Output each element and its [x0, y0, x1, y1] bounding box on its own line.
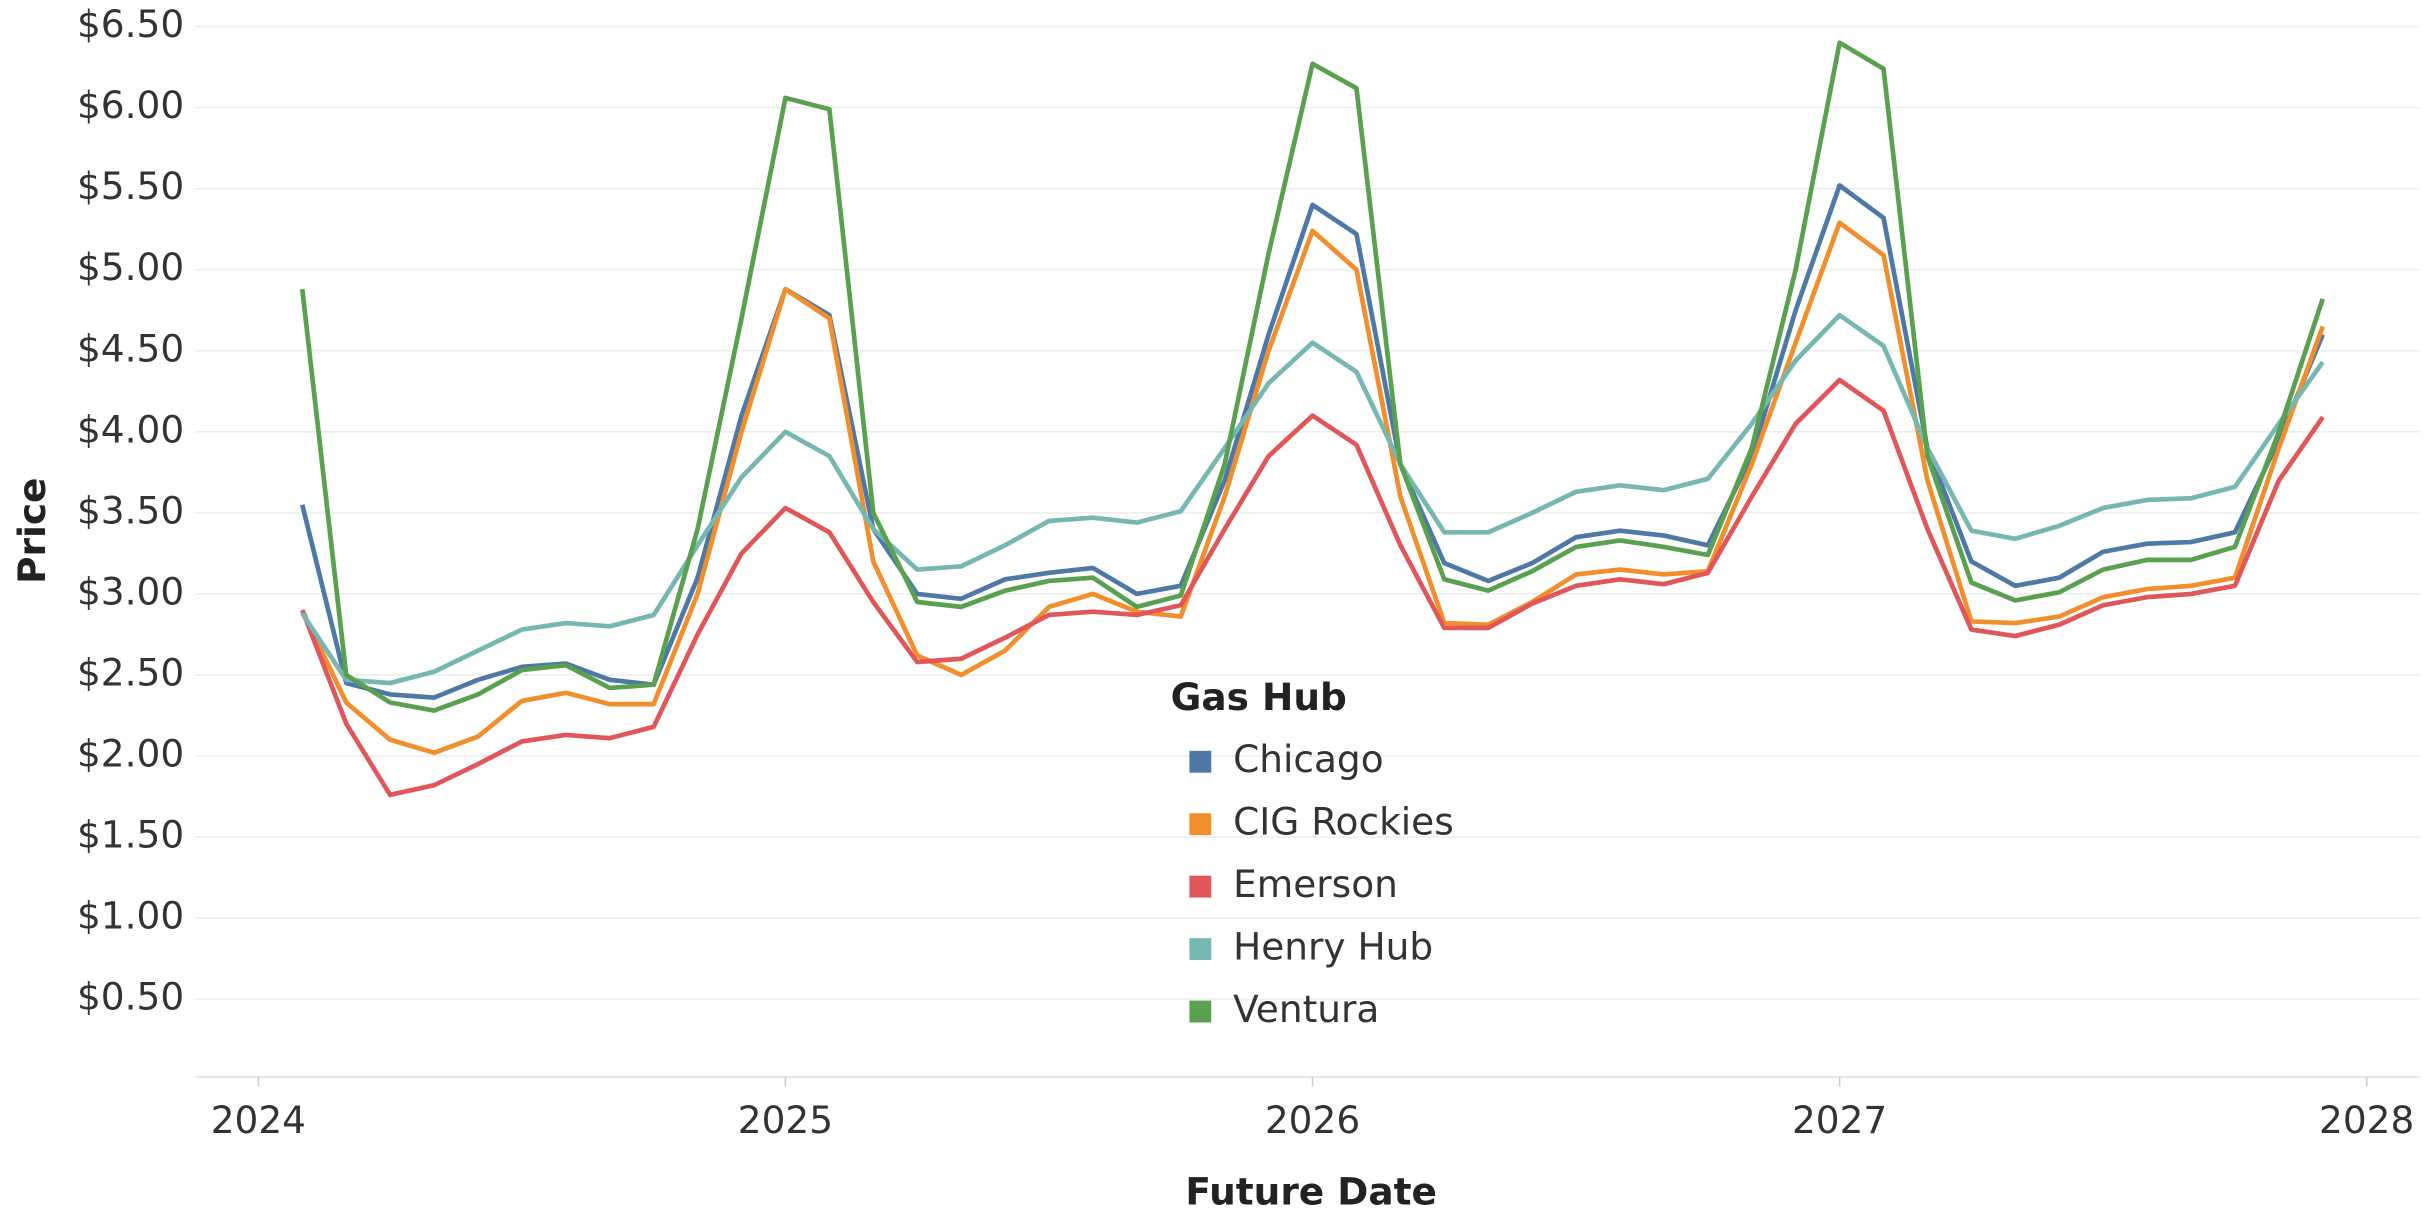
- legend-label: Henry Hub: [1233, 925, 1433, 969]
- y-tick-label: $3.00: [77, 569, 184, 613]
- y-tick-label: $5.00: [77, 245, 184, 289]
- legend-title: Gas Hub: [1171, 675, 1347, 719]
- legend-swatch: [1189, 813, 1212, 836]
- y-tick-label: $1.00: [77, 894, 184, 938]
- y-tick-label: $6.50: [77, 2, 184, 46]
- x-tick-label: 2027: [1792, 1098, 1887, 1142]
- y-tick-label: $6.00: [77, 83, 184, 127]
- y-tick-label: $1.50: [77, 813, 184, 857]
- y-tick-label: $0.50: [77, 975, 184, 1019]
- series-line: [300, 183, 2325, 700]
- x-tick-label: 2028: [2319, 1098, 2414, 1142]
- legend-swatch: [1189, 938, 1212, 960]
- y-tick-label: $5.50: [77, 164, 184, 208]
- y-tick-label: $4.00: [77, 407, 184, 451]
- legend-label: Chicago: [1233, 737, 1384, 781]
- legend-swatch: [1189, 750, 1212, 773]
- x-axis-title: Future Date: [1185, 1170, 1437, 1209]
- series-line: [300, 220, 2325, 756]
- y-tick-label: $2.50: [77, 650, 184, 694]
- series-line: [300, 312, 2325, 686]
- legend-label: CIG Rockies: [1233, 800, 1454, 844]
- y-tick-label: $3.50: [77, 488, 184, 532]
- x-tick-label: 2026: [1265, 1098, 1360, 1142]
- legend-label: Ventura: [1233, 987, 1379, 1031]
- series-line: [299, 40, 2325, 713]
- legend-swatch: [1189, 875, 1212, 898]
- legend-label: Emerson: [1233, 862, 1398, 906]
- x-tick-label: 2025: [738, 1098, 833, 1142]
- x-tick-label: 2024: [211, 1098, 306, 1142]
- legend-swatch: [1189, 1000, 1212, 1023]
- y-tick-label: $2.00: [77, 731, 184, 775]
- y-axis-title: Price: [10, 478, 54, 584]
- y-tick-label: $4.50: [77, 326, 184, 370]
- series-line: [300, 377, 2325, 798]
